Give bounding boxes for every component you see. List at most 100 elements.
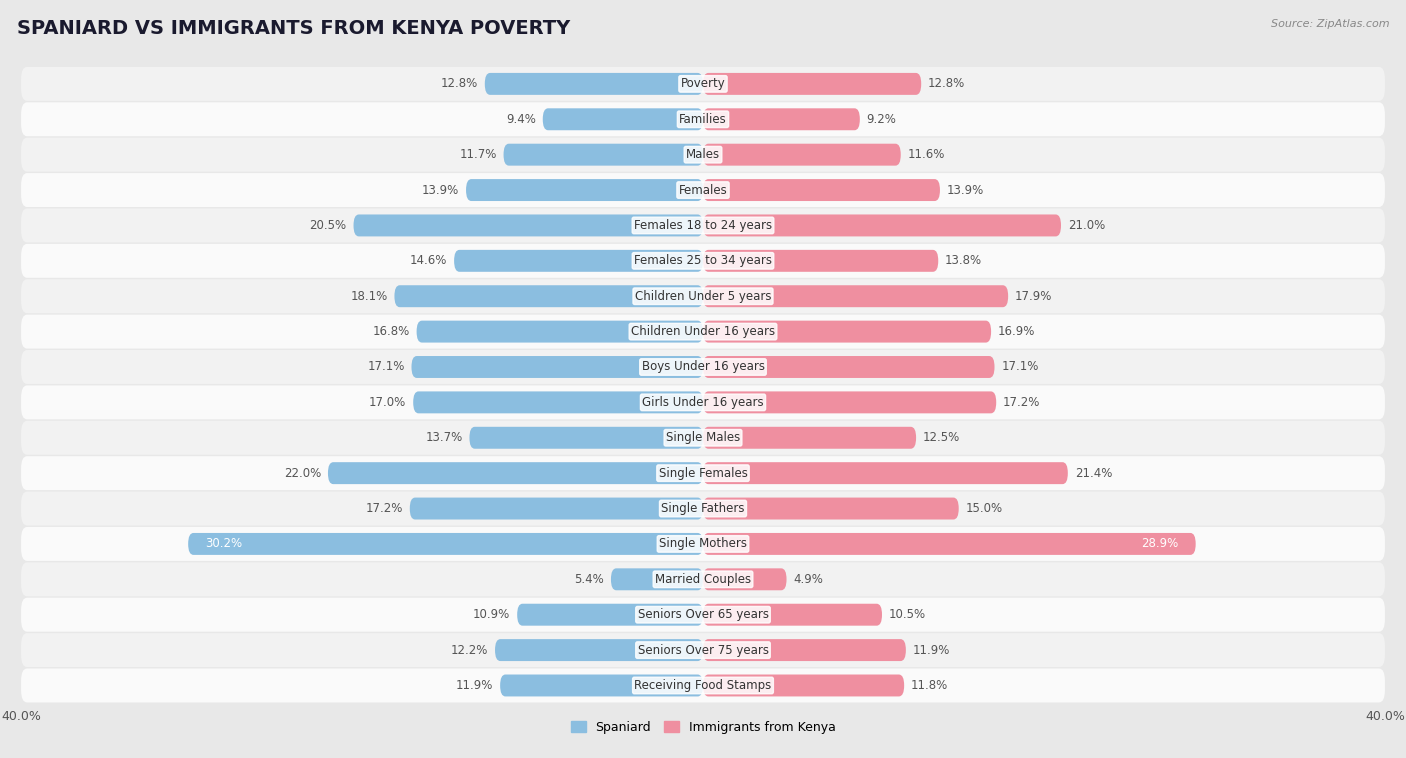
FancyBboxPatch shape — [501, 675, 703, 697]
FancyBboxPatch shape — [703, 568, 786, 590]
FancyBboxPatch shape — [612, 568, 703, 590]
Text: 10.9%: 10.9% — [472, 608, 510, 622]
Text: 17.1%: 17.1% — [1001, 361, 1039, 374]
Text: Source: ZipAtlas.com: Source: ZipAtlas.com — [1271, 19, 1389, 29]
FancyBboxPatch shape — [495, 639, 703, 661]
FancyBboxPatch shape — [328, 462, 703, 484]
Text: Girls Under 16 years: Girls Under 16 years — [643, 396, 763, 409]
Text: Married Couples: Married Couples — [655, 573, 751, 586]
Text: Females: Females — [679, 183, 727, 196]
Text: 12.2%: 12.2% — [451, 644, 488, 656]
FancyBboxPatch shape — [703, 108, 860, 130]
FancyBboxPatch shape — [703, 285, 1008, 307]
FancyBboxPatch shape — [21, 598, 1385, 631]
Text: 10.5%: 10.5% — [889, 608, 927, 622]
Text: 22.0%: 22.0% — [284, 467, 321, 480]
Text: 20.5%: 20.5% — [309, 219, 347, 232]
FancyBboxPatch shape — [703, 497, 959, 519]
FancyBboxPatch shape — [21, 208, 1385, 243]
Text: SPANIARD VS IMMIGRANTS FROM KENYA POVERTY: SPANIARD VS IMMIGRANTS FROM KENYA POVERT… — [17, 19, 569, 38]
Text: 9.4%: 9.4% — [506, 113, 536, 126]
FancyBboxPatch shape — [703, 639, 905, 661]
Text: Single Fathers: Single Fathers — [661, 502, 745, 515]
FancyBboxPatch shape — [454, 250, 703, 272]
FancyBboxPatch shape — [413, 391, 703, 413]
Text: 18.1%: 18.1% — [350, 290, 388, 302]
FancyBboxPatch shape — [21, 527, 1385, 561]
FancyBboxPatch shape — [21, 669, 1385, 703]
FancyBboxPatch shape — [188, 533, 703, 555]
Text: 4.9%: 4.9% — [793, 573, 824, 586]
Text: 5.4%: 5.4% — [575, 573, 605, 586]
Text: Children Under 16 years: Children Under 16 years — [631, 325, 775, 338]
FancyBboxPatch shape — [703, 215, 1062, 236]
FancyBboxPatch shape — [543, 108, 703, 130]
Text: 21.4%: 21.4% — [1074, 467, 1112, 480]
FancyBboxPatch shape — [21, 491, 1385, 525]
FancyBboxPatch shape — [703, 391, 997, 413]
Text: 16.9%: 16.9% — [998, 325, 1035, 338]
FancyBboxPatch shape — [703, 675, 904, 697]
FancyBboxPatch shape — [353, 215, 703, 236]
Text: 11.8%: 11.8% — [911, 679, 948, 692]
Text: 12.8%: 12.8% — [928, 77, 966, 90]
Text: Females 18 to 24 years: Females 18 to 24 years — [634, 219, 772, 232]
Text: 17.2%: 17.2% — [1002, 396, 1040, 409]
Text: 15.0%: 15.0% — [966, 502, 1002, 515]
Text: 12.8%: 12.8% — [440, 77, 478, 90]
FancyBboxPatch shape — [21, 421, 1385, 455]
Text: 21.0%: 21.0% — [1067, 219, 1105, 232]
Text: 13.9%: 13.9% — [422, 183, 460, 196]
FancyBboxPatch shape — [703, 73, 921, 95]
Text: Boys Under 16 years: Boys Under 16 years — [641, 361, 765, 374]
FancyBboxPatch shape — [517, 603, 703, 625]
FancyBboxPatch shape — [703, 250, 938, 272]
FancyBboxPatch shape — [395, 285, 703, 307]
Text: Single Females: Single Females — [658, 467, 748, 480]
Text: 12.5%: 12.5% — [922, 431, 960, 444]
Text: 11.9%: 11.9% — [456, 679, 494, 692]
Text: 11.7%: 11.7% — [460, 148, 496, 161]
FancyBboxPatch shape — [703, 179, 941, 201]
FancyBboxPatch shape — [21, 633, 1385, 667]
Text: Poverty: Poverty — [681, 77, 725, 90]
FancyBboxPatch shape — [21, 385, 1385, 419]
Text: 11.9%: 11.9% — [912, 644, 950, 656]
FancyBboxPatch shape — [703, 533, 1195, 555]
Text: 28.9%: 28.9% — [1142, 537, 1178, 550]
Text: 11.6%: 11.6% — [908, 148, 945, 161]
FancyBboxPatch shape — [21, 102, 1385, 136]
FancyBboxPatch shape — [703, 356, 994, 378]
Text: 17.9%: 17.9% — [1015, 290, 1052, 302]
FancyBboxPatch shape — [21, 173, 1385, 207]
FancyBboxPatch shape — [703, 603, 882, 625]
Text: 17.2%: 17.2% — [366, 502, 404, 515]
FancyBboxPatch shape — [485, 73, 703, 95]
FancyBboxPatch shape — [412, 356, 703, 378]
FancyBboxPatch shape — [465, 179, 703, 201]
FancyBboxPatch shape — [703, 462, 1067, 484]
Text: Males: Males — [686, 148, 720, 161]
Text: 30.2%: 30.2% — [205, 537, 242, 550]
FancyBboxPatch shape — [416, 321, 703, 343]
FancyBboxPatch shape — [21, 279, 1385, 313]
Text: Seniors Over 65 years: Seniors Over 65 years — [637, 608, 769, 622]
FancyBboxPatch shape — [21, 315, 1385, 349]
Text: 13.7%: 13.7% — [426, 431, 463, 444]
FancyBboxPatch shape — [21, 244, 1385, 278]
Legend: Spaniard, Immigrants from Kenya: Spaniard, Immigrants from Kenya — [571, 721, 835, 734]
Text: 14.6%: 14.6% — [411, 255, 447, 268]
FancyBboxPatch shape — [21, 350, 1385, 384]
FancyBboxPatch shape — [409, 497, 703, 519]
Text: 13.9%: 13.9% — [946, 183, 984, 196]
FancyBboxPatch shape — [21, 67, 1385, 101]
FancyBboxPatch shape — [703, 144, 901, 166]
Text: 13.8%: 13.8% — [945, 255, 983, 268]
Text: Children Under 5 years: Children Under 5 years — [634, 290, 772, 302]
Text: 17.0%: 17.0% — [370, 396, 406, 409]
FancyBboxPatch shape — [470, 427, 703, 449]
FancyBboxPatch shape — [703, 321, 991, 343]
FancyBboxPatch shape — [703, 427, 917, 449]
FancyBboxPatch shape — [21, 456, 1385, 490]
Text: Single Males: Single Males — [666, 431, 740, 444]
